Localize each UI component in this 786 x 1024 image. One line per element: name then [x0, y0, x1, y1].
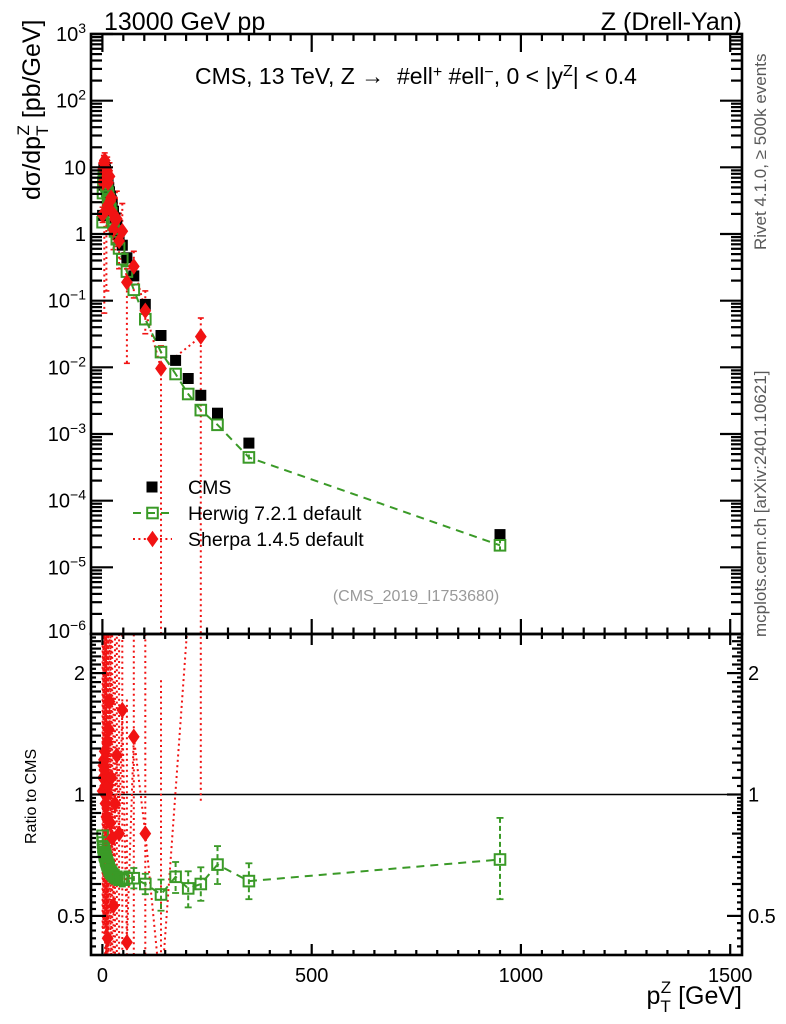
svg-text:1: 1 [74, 785, 85, 807]
svg-text:CMS: CMS [188, 477, 231, 499]
svg-text:Sherpa 1.4.5 default: Sherpa 1.4.5 default [188, 529, 364, 551]
svg-text:mcplots.cern.ch [arXiv:2401.10: mcplots.cern.ch [arXiv:2401.10621] [751, 371, 770, 637]
svg-text:pTZ [GeV]: pTZ [GeV] [646, 978, 742, 1016]
svg-text:Ratio to CMS: Ratio to CMS [23, 749, 40, 844]
svg-text:1500: 1500 [708, 965, 753, 987]
svg-text:0: 0 [97, 965, 108, 987]
svg-text:Herwig 7.2.1 default: Herwig 7.2.1 default [188, 503, 362, 525]
svg-text:1000: 1000 [499, 965, 544, 987]
svg-text:0.5: 0.5 [57, 906, 85, 928]
svg-text:500: 500 [295, 965, 328, 987]
svg-text:Z (Drell-Yan): Z (Drell-Yan) [601, 8, 742, 36]
svg-text:1: 1 [75, 224, 86, 246]
svg-text:Rivet 4.1.0, ≥ 500k events: Rivet 4.1.0, ≥ 500k events [751, 54, 770, 250]
svg-text:1: 1 [748, 785, 759, 807]
svg-text:(CMS_2019_I1753680): (CMS_2019_I1753680) [333, 588, 499, 605]
svg-text:2: 2 [748, 663, 759, 685]
svg-text:0.5: 0.5 [748, 906, 776, 928]
svg-text:103: 103 [56, 20, 86, 46]
svg-text:2: 2 [74, 663, 85, 685]
svg-text:10: 10 [64, 157, 86, 179]
svg-text:dσ/dpTZ [pb/GeV]: dσ/dpTZ [pb/GeV] [14, 20, 52, 201]
svg-text:13000 GeV pp: 13000 GeV pp [104, 8, 265, 36]
